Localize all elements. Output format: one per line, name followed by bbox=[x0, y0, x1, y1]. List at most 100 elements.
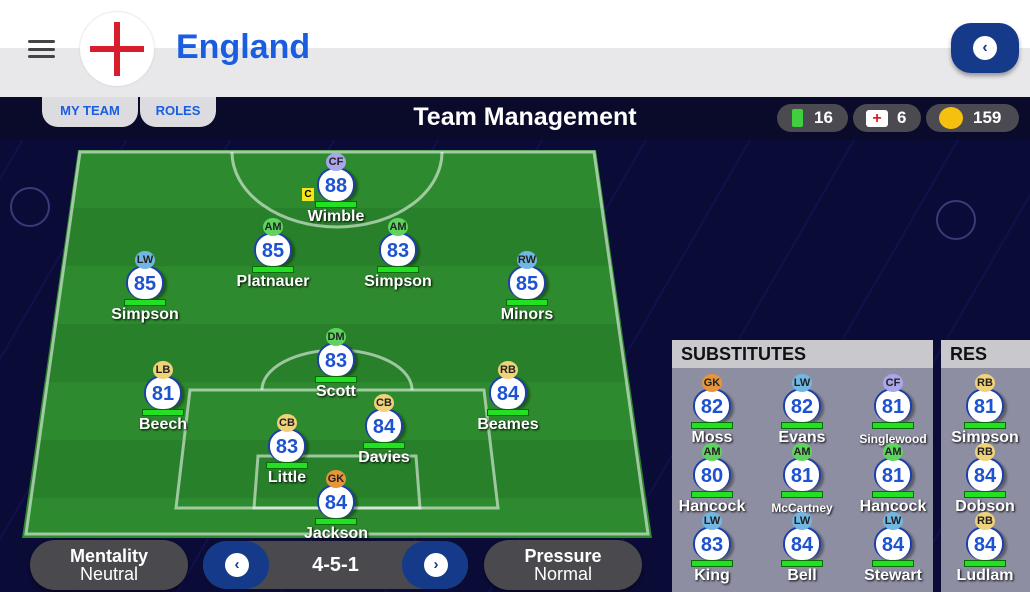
fitness-bar bbox=[315, 201, 357, 208]
pitch-markings bbox=[24, 150, 650, 536]
medkit-icon: + bbox=[866, 110, 888, 127]
medkit-counter: + 6 bbox=[853, 104, 921, 132]
player-name: Simpson bbox=[951, 429, 1019, 446]
player-token[interactable]: AM 83 Simpson bbox=[364, 218, 432, 291]
player-name: McCartney bbox=[771, 501, 833, 515]
player-token[interactable]: LW 85 Simpson bbox=[111, 251, 179, 324]
player-rating: 84 bbox=[874, 526, 912, 560]
player-token[interactable]: RB 84 Ludlam bbox=[955, 512, 1015, 585]
player-name: Dobson bbox=[955, 498, 1015, 515]
player-name: Beech bbox=[138, 416, 188, 433]
position-badge: RB bbox=[975, 374, 995, 392]
reserves-header: RES bbox=[941, 340, 1030, 368]
player-token[interactable]: RW 85 Minors bbox=[497, 251, 557, 324]
player-rating: 81 bbox=[783, 457, 821, 491]
player-rating: 84 bbox=[365, 408, 403, 442]
mentality-button[interactable]: Mentality Neutral bbox=[30, 540, 188, 590]
player-token[interactable]: AM 85 Platnauer bbox=[237, 218, 309, 291]
player-token[interactable]: CB 83 Little bbox=[257, 414, 317, 487]
formation-next-button[interactable]: › bbox=[402, 541, 468, 589]
player-rating: 85 bbox=[508, 265, 546, 299]
coin-icon bbox=[939, 107, 963, 129]
player-name: Platnauer bbox=[236, 273, 310, 290]
player-name: Wimble bbox=[307, 208, 365, 225]
position-badge: RB bbox=[975, 443, 995, 461]
position-badge: AM bbox=[792, 443, 812, 461]
position-badge: AM bbox=[702, 443, 722, 461]
player-token[interactable]: CF 88 Wimble bbox=[306, 153, 366, 226]
position-badge: LW bbox=[135, 251, 155, 269]
chevron-left-icon: ‹ bbox=[973, 36, 997, 60]
player-name: Bell bbox=[787, 567, 817, 584]
player-name: Hancock bbox=[859, 498, 927, 515]
fitness-bar bbox=[315, 518, 357, 525]
player-token[interactable]: GK 84 Jackson bbox=[304, 470, 368, 543]
fitness-bar bbox=[781, 422, 823, 429]
fitness-bar bbox=[266, 462, 308, 469]
player-token[interactable]: LW 84 Stewart bbox=[863, 512, 923, 585]
player-token[interactable]: CB 84 Davies bbox=[354, 394, 414, 467]
fitness-bar bbox=[124, 299, 166, 306]
fitness-bar bbox=[964, 560, 1006, 567]
player-name: Moss bbox=[691, 429, 733, 446]
player-rating: 84 bbox=[966, 457, 1004, 491]
player-name: Evans bbox=[778, 429, 826, 446]
tab-my-team[interactable]: MY TEAM bbox=[42, 97, 138, 127]
position-badge: AM bbox=[883, 443, 903, 461]
back-button[interactable]: ‹ bbox=[951, 23, 1019, 73]
formation-prev-button[interactable]: ‹ bbox=[203, 541, 269, 589]
top-bar bbox=[0, 0, 1030, 97]
position-badge: DM bbox=[326, 328, 346, 346]
player-token[interactable]: LW 82 Evans bbox=[772, 374, 832, 447]
player-name: Stewart bbox=[864, 567, 922, 584]
position-badge: GK bbox=[702, 374, 722, 392]
position-badge: CB bbox=[277, 414, 297, 432]
player-name: Simpson bbox=[364, 273, 432, 290]
position-badge: RB bbox=[498, 361, 518, 379]
tab-roles[interactable]: ROLES bbox=[140, 97, 216, 127]
player-rating: 83 bbox=[268, 428, 306, 462]
player-rating: 84 bbox=[317, 484, 355, 518]
player-name: Jackson bbox=[303, 525, 369, 542]
player-token[interactable]: RB 81 Simpson bbox=[951, 374, 1019, 447]
player-token[interactable]: RB 84 Dobson bbox=[955, 443, 1015, 516]
player-token[interactable]: AM 81 McCartney bbox=[771, 443, 833, 515]
decor-ring bbox=[936, 200, 976, 240]
player-token[interactable]: LW 84 Bell bbox=[772, 512, 832, 585]
player-token[interactable]: AM 81 Hancock bbox=[860, 443, 926, 516]
player-name: Beames bbox=[477, 416, 539, 433]
england-flag bbox=[80, 12, 154, 86]
fitness-bar bbox=[142, 409, 184, 416]
fitness-bar bbox=[363, 442, 405, 449]
player-token[interactable]: RB 84 Beames bbox=[477, 361, 539, 434]
position-badge: AM bbox=[263, 218, 283, 236]
formation-value: 4-5-1 bbox=[312, 554, 359, 576]
pressure-button[interactable]: Pressure Normal bbox=[484, 540, 642, 590]
captain-badge: C bbox=[302, 188, 314, 201]
player-token[interactable]: DM 83 Scott bbox=[306, 328, 366, 401]
fitness-bar bbox=[691, 491, 733, 498]
player-rating: 81 bbox=[144, 375, 182, 409]
player-token[interactable]: LW 83 King bbox=[682, 512, 742, 585]
player-name: Ludlam bbox=[956, 567, 1014, 584]
fitness-bar bbox=[781, 560, 823, 567]
player-token[interactable]: CF 81 Singlewood bbox=[859, 374, 927, 446]
position-badge: LB bbox=[153, 361, 173, 379]
position-badge: AM bbox=[388, 218, 408, 236]
fitness-bar bbox=[964, 491, 1006, 498]
player-name: Scott bbox=[316, 383, 356, 400]
player-token[interactable]: LB 81 Beech bbox=[133, 361, 193, 434]
player-rating: 88 bbox=[317, 167, 355, 201]
player-token[interactable]: GK 82 Moss bbox=[682, 374, 742, 447]
formation-selector: 4-5-1 ‹ › bbox=[203, 541, 468, 589]
fitness-bar bbox=[781, 491, 823, 498]
position-badge: LW bbox=[883, 512, 903, 530]
player-rating: 85 bbox=[126, 265, 164, 299]
fitness-bar bbox=[315, 376, 357, 383]
fitness-bar bbox=[964, 422, 1006, 429]
player-token[interactable]: AM 80 Hancock bbox=[679, 443, 745, 516]
fitness-bar bbox=[691, 560, 733, 567]
player-rating: 84 bbox=[489, 375, 527, 409]
hamburger-icon[interactable] bbox=[28, 40, 55, 58]
player-name: Minors bbox=[500, 306, 554, 323]
